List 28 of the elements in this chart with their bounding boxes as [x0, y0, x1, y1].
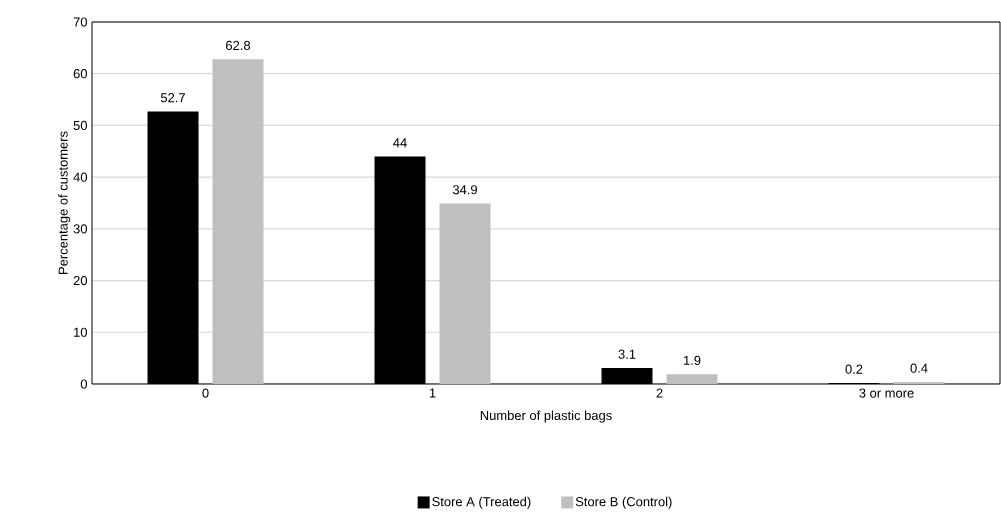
x-tick-label: 3 or more — [859, 388, 914, 398]
y-tick-label: 20 — [73, 275, 87, 286]
y-tick-label: 40 — [73, 172, 87, 182]
data-label: 0.2 — [845, 364, 863, 374]
bar — [666, 374, 718, 384]
data-label: 44 — [393, 138, 407, 148]
x-tick-label: 2 — [656, 388, 663, 398]
y-tick-label: 10 — [74, 327, 87, 337]
data-label: 3.1 — [618, 349, 636, 359]
data-label: 34.9 — [452, 185, 477, 195]
legend-label: Store A (Treated) — [432, 496, 531, 509]
y-tick-label: 50 — [73, 120, 87, 130]
data-label: 0.4 — [910, 363, 928, 373]
bar — [439, 203, 491, 384]
x-tick-label: 0 — [202, 388, 209, 398]
data-label: 52.7 — [160, 93, 185, 103]
x-tick-label: 1 — [429, 388, 436, 398]
x-axis-title: Number of plastic bags — [480, 410, 612, 423]
y-tick-label: 60 — [73, 69, 87, 79]
data-label: 1.9 — [683, 355, 701, 365]
y-tick-label: 30 — [73, 224, 87, 234]
y-axis-title: Percentage of customers — [58, 131, 71, 274]
y-tick-label: 0 — [80, 379, 87, 389]
bar — [212, 59, 264, 384]
bar — [893, 381, 945, 384]
legend-label: Store B (Control) — [575, 496, 672, 509]
data-label: 62.8 — [226, 40, 251, 51]
y-tick-label: 70 — [73, 17, 87, 27]
